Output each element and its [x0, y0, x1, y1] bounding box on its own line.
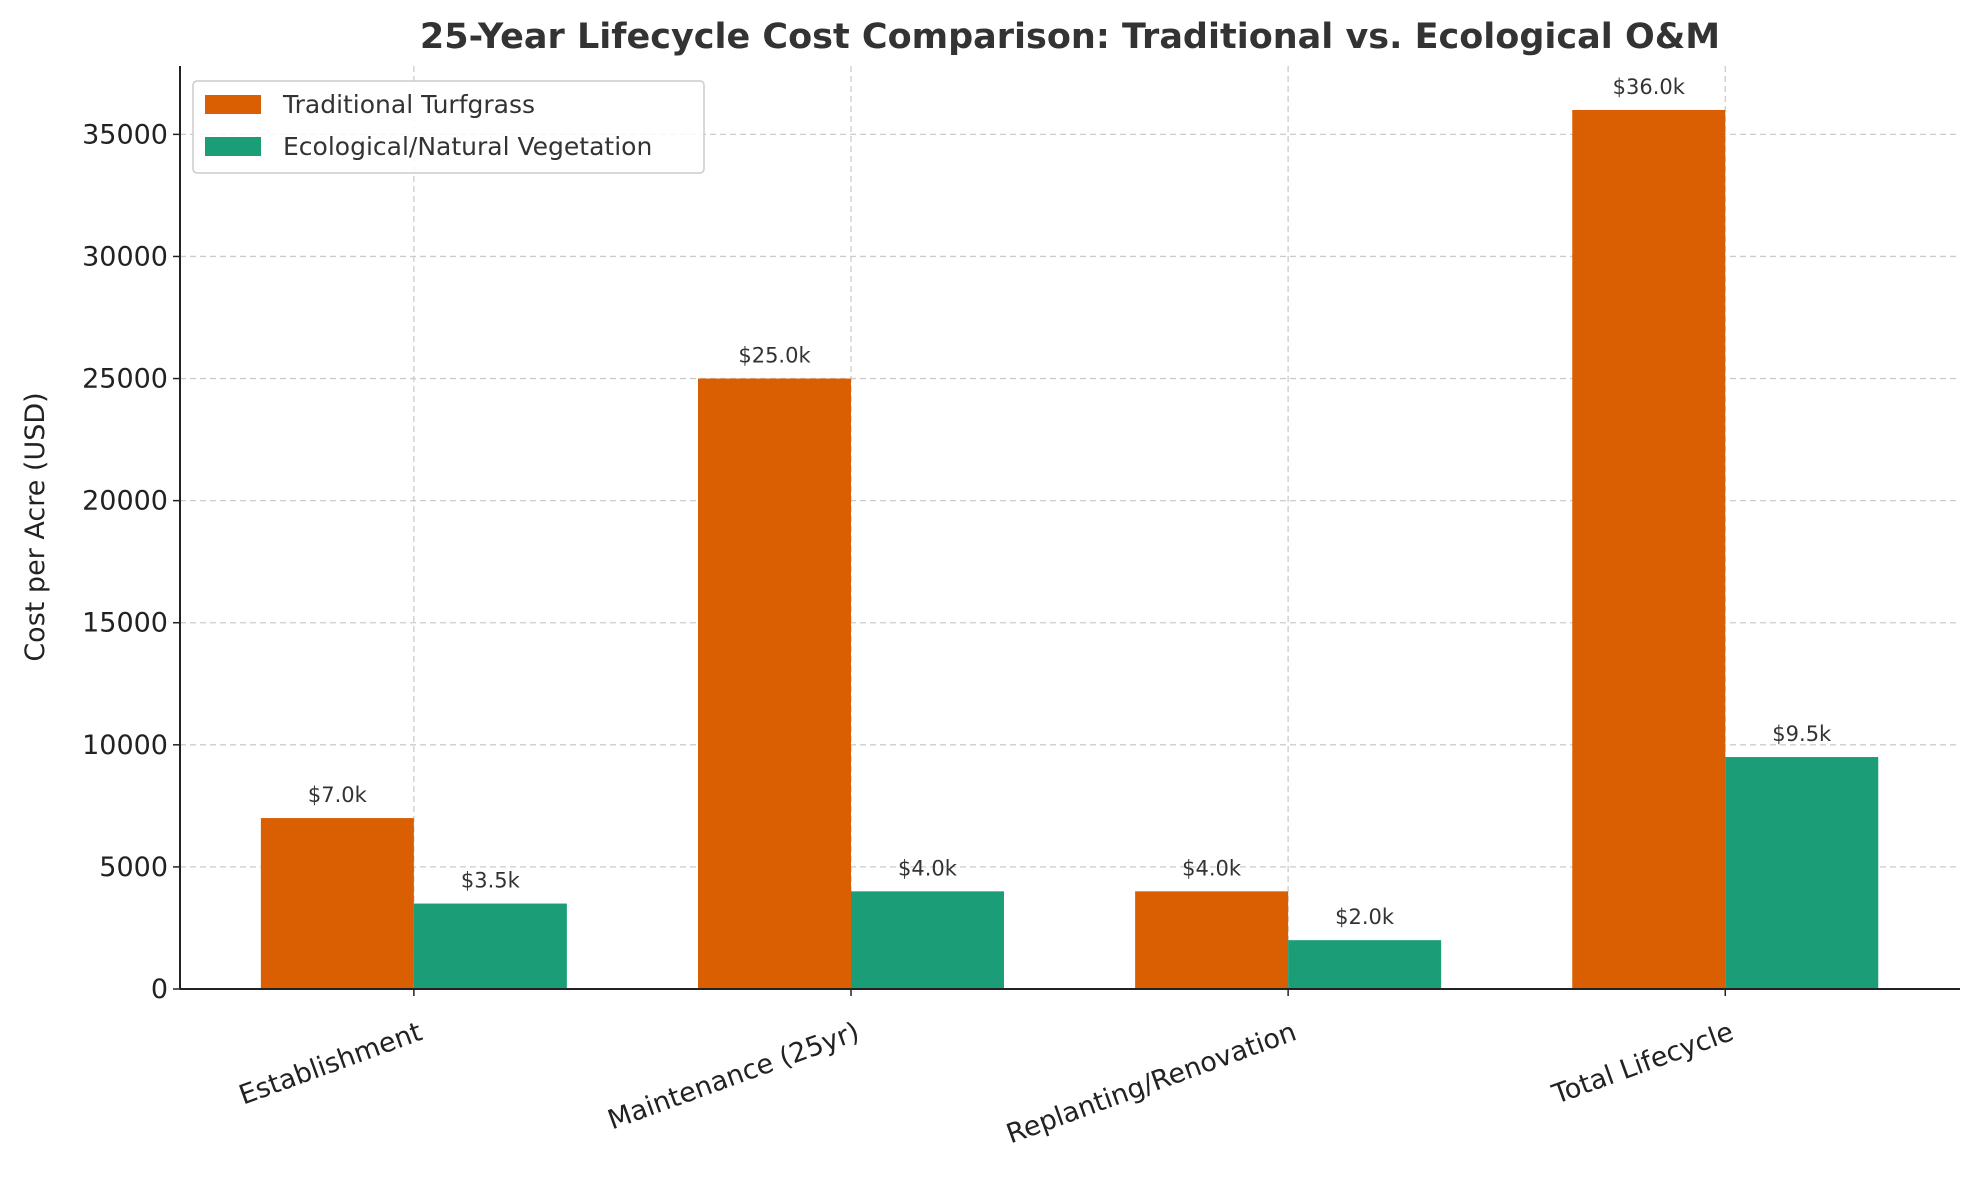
data-label: $2.0k	[1335, 905, 1395, 929]
data-label: $7.0k	[308, 783, 368, 807]
bar	[850, 891, 1004, 989]
bar	[698, 378, 851, 989]
chart-title: 25-Year Lifecycle Cost Comparison: Tradi…	[420, 17, 1720, 57]
x-tick-label: Establishment	[235, 1016, 426, 1111]
y-tick-label: 5000	[99, 852, 168, 883]
data-label: $36.0k	[1613, 75, 1686, 99]
data-label: $25.0k	[738, 344, 811, 368]
x-tick-label: Replanting/Renovation	[1002, 1016, 1300, 1150]
bar	[1135, 891, 1289, 989]
x-tick-label: Total Lifecycle	[1547, 1016, 1737, 1110]
data-label: $4.0k	[898, 856, 958, 880]
legend-swatch	[205, 137, 261, 156]
data-label: $3.5k	[461, 869, 521, 893]
legend-label: Traditional Turfgrass	[282, 90, 535, 119]
bars: $7.0k $25.0k $4.0k $36.0k $3.5k $4.0k $2.0k $9.…	[260, 75, 1879, 989]
data-label: $9.5k	[1772, 722, 1832, 746]
legend: Traditional Turfgrass Ecological/Natural …	[192, 80, 705, 174]
bar	[1572, 109, 1726, 989]
bar	[1288, 940, 1442, 989]
y-tick-label: 35000	[82, 119, 168, 150]
bar	[260, 818, 414, 989]
y-tick-label: 25000	[82, 364, 168, 395]
y-tick-label: 20000	[82, 486, 168, 517]
y-tick-label: 15000	[82, 608, 168, 639]
legend-label: Ecological/Natural Vegetation	[283, 132, 652, 161]
y-tick-label: 30000	[82, 241, 168, 272]
legend-swatch	[205, 95, 261, 114]
y-tick-label: 10000	[82, 730, 168, 761]
bar	[413, 903, 567, 989]
y-tick-label: 0	[151, 974, 168, 1005]
legend-box	[192, 80, 705, 174]
x-tick-label: Maintenance (25yr)	[604, 1016, 864, 1136]
y-axis-label: Cost per Acre (USD)	[20, 392, 51, 661]
data-label: $4.0k	[1182, 856, 1242, 880]
bar	[1725, 757, 1879, 989]
